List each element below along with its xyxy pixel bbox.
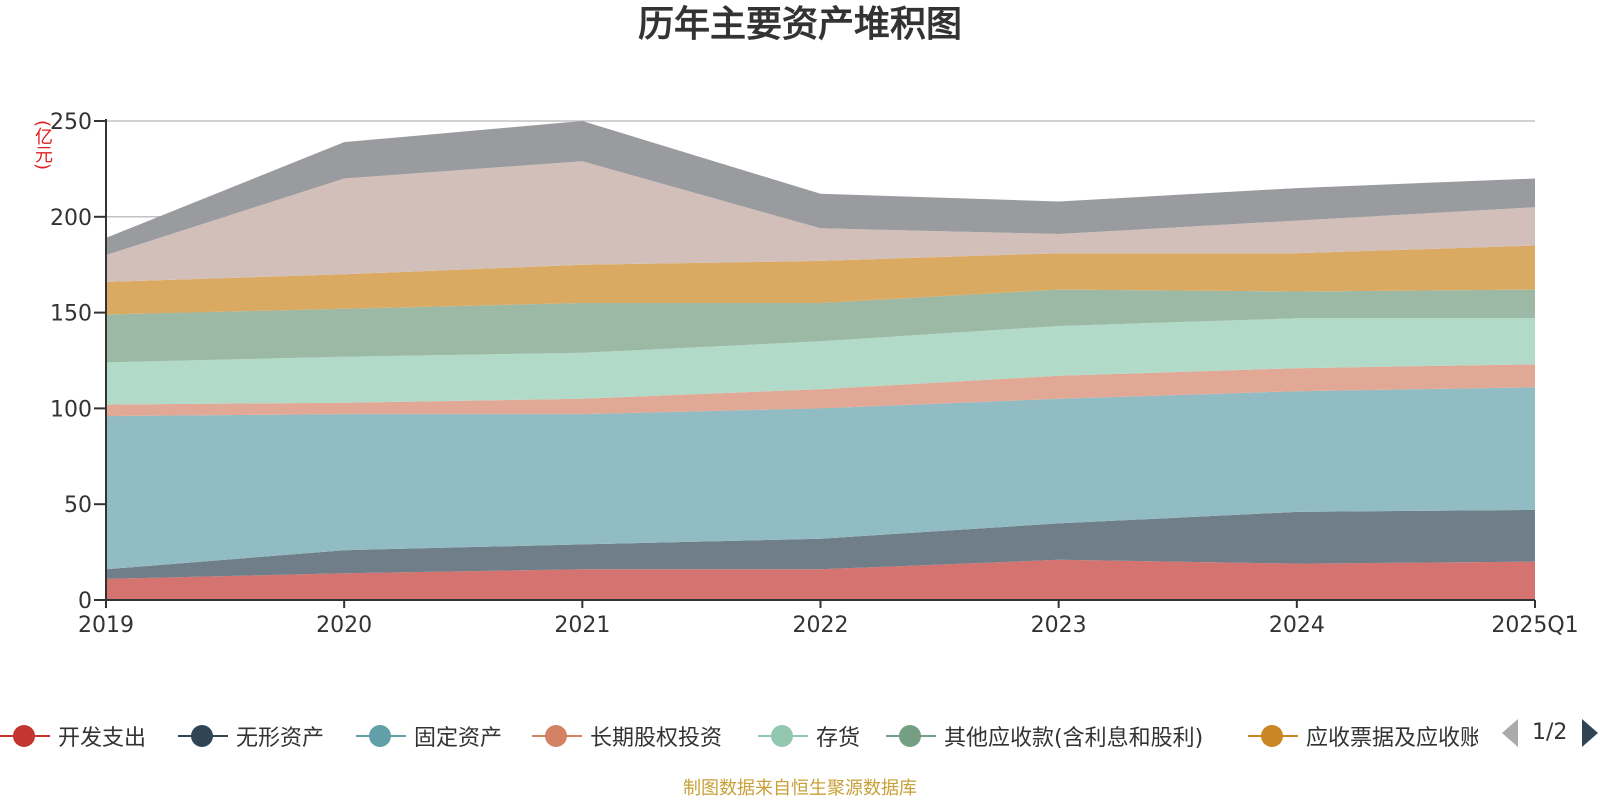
legend-label: 开发支出 [58, 726, 147, 751]
legend-label: 应收票据及应收账款 [1306, 726, 1478, 751]
legend-marker-icon [0, 716, 50, 756]
area-series-9 [106, 121, 1535, 256]
y-tick-label: 150 [50, 302, 92, 327]
y-axis-unit: (亿元) [32, 120, 53, 171]
legend-item[interactable]: 无形资产 [178, 716, 324, 756]
y-tick-label: 250 [50, 110, 92, 135]
y-tick-label: 200 [50, 206, 92, 231]
legend-page-indicator: 1/2 [1532, 720, 1568, 745]
stacked-areas [106, 121, 1535, 600]
area-series-3 [106, 387, 1535, 570]
legend-next-page-icon[interactable] [1582, 719, 1598, 747]
x-tick-label: 2022 [793, 613, 849, 638]
legend-item[interactable]: 固定资产 [356, 716, 502, 756]
legend-label: 长期股权投资 [590, 726, 723, 751]
legend-item[interactable]: 应收票据及应收账款 [1248, 716, 1478, 756]
legend-label: 其他应收款(含利息和股利) [944, 726, 1204, 751]
legend-label: 存货 [816, 726, 861, 751]
y-tick-label: 0 [78, 589, 92, 614]
legend-item[interactable]: 存货 [758, 716, 860, 756]
legend-prev-page-icon[interactable] [1502, 719, 1518, 747]
area-series-4 [106, 364, 1535, 417]
y-tick-label: 50 [64, 493, 92, 518]
area-series-6 [106, 289, 1535, 363]
x-tick-label: 2024 [1269, 613, 1325, 638]
x-tick-label: 2019 [78, 613, 134, 638]
legend-marker-icon [758, 716, 808, 756]
legend-marker-icon [178, 716, 228, 756]
area-series-8 [106, 161, 1535, 282]
data-source-note: 制图数据来自恒生聚源数据库 [683, 778, 917, 799]
x-tick-label: 2023 [1031, 613, 1087, 638]
legend-marker-icon [356, 716, 406, 756]
area-series-5 [106, 318, 1535, 405]
legend-label: 无形资产 [236, 726, 325, 751]
x-tick-label: 2025Q1 [1491, 613, 1578, 638]
legend-marker-icon [1248, 716, 1298, 756]
area-series-1 [106, 559, 1535, 600]
legend: 开发支出 无形资产 固定资产 长期股权投资 存货 其他应收款(含利息和股利) 应收票据及应收… [0, 716, 1600, 756]
legend-marker-icon [886, 716, 936, 756]
legend-item[interactable]: 其他应收款(含利息和股利) [886, 716, 1203, 756]
chart-title: 历年主要资产堆积图 [637, 4, 962, 45]
area-series-2 [106, 509, 1535, 579]
legend-overflow-clip: 应收票据及应收账款 [1248, 716, 1478, 756]
legend-item[interactable]: 开发支出 [0, 716, 146, 756]
x-tick-label: 2020 [316, 613, 372, 638]
legend-item[interactable]: 长期股权投资 [532, 716, 722, 756]
y-tick-label: 100 [50, 397, 92, 422]
x-tick-label: 2021 [554, 613, 610, 638]
chart-plot: 0 50 100 150 200 250 2019 2020 2021 2022 2023 2024 2… [50, 110, 1579, 638]
axes: 0 50 100 150 200 250 2019 2020 2021 2022 2023 2024 2… [50, 110, 1579, 638]
area-series-7 [106, 245, 1535, 315]
legend-marker-icon [532, 716, 582, 756]
legend-label: 固定资产 [414, 726, 503, 751]
